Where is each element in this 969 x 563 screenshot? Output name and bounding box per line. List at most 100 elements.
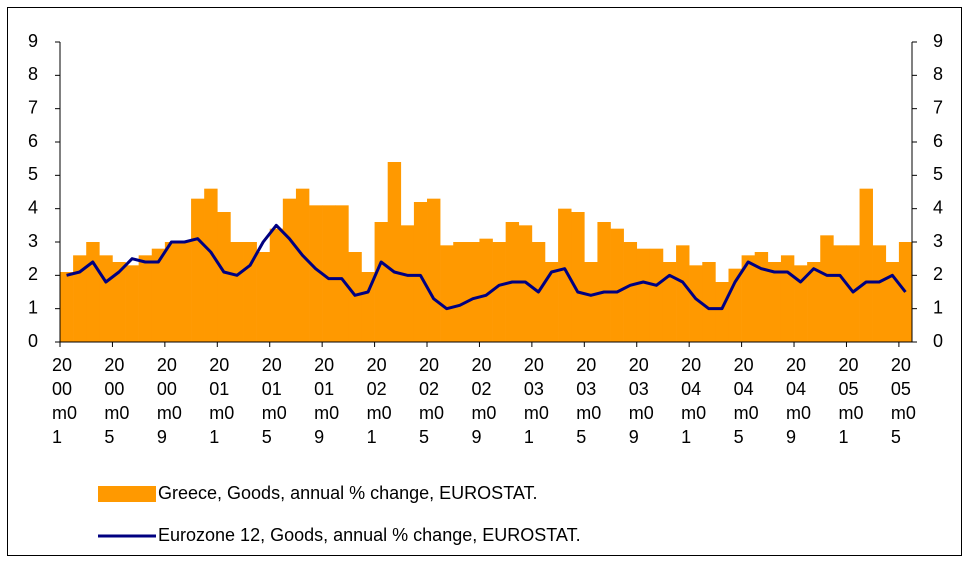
y-tick-label: 0 [28,331,38,351]
x-tick-label: 20 01 m0 9 [314,355,339,447]
bar [820,235,834,342]
bar [767,262,782,342]
x-tick-label: 20 00 m0 5 [104,355,129,447]
bar [86,242,100,342]
y2-tick-label: 4 [933,197,943,217]
x-tick-label: 20 00 m0 9 [157,355,182,447]
x-tick-label: 20 03 m0 9 [629,355,654,447]
bar [597,222,611,342]
bar [780,255,795,342]
x-tick-label: 20 00 m0 1 [52,355,77,447]
bar [558,208,572,342]
bar [846,245,860,342]
line [66,223,907,311]
bar [623,242,638,342]
bar [99,255,113,342]
bar [649,248,664,342]
legend-swatch [98,486,156,502]
y2-tick-label: 5 [933,164,943,184]
y-tick-label: 1 [28,297,38,317]
y-tick-label: 6 [28,131,38,151]
bar [492,242,506,342]
frame [7,7,962,556]
bar [859,188,873,342]
x-tick-label: 20 02 m0 9 [471,355,496,447]
x-tick-label: 20 04 m0 1 [681,355,706,447]
bar [584,262,598,342]
y2-tick-label: 1 [933,297,943,317]
bar [282,198,297,342]
bar [374,222,388,342]
bar [794,265,808,342]
bar [689,265,703,342]
bar [807,262,821,342]
bar [361,272,375,342]
bar [387,162,402,342]
x-tick-label: 20 01 m0 1 [209,355,234,447]
bar [754,252,769,342]
bar [164,242,179,342]
x-tick-label: 20 04 m0 9 [786,355,811,447]
bar [309,205,323,342]
y-tick-label: 8 [28,64,38,84]
y2-tick-label: 7 [933,97,943,117]
bar [125,265,139,342]
bar [191,198,205,342]
bar [544,262,559,342]
bar [413,202,428,342]
bar [138,255,153,342]
bar [571,212,585,342]
bar [217,212,231,342]
y2-tick-label: 9 [933,31,943,51]
y-tick-label: 4 [28,197,38,217]
y-tick-label: 5 [28,164,38,184]
x-tick-label: 20 05 m0 5 [891,355,916,447]
bar [256,252,271,342]
x-tick-label: 20 02 m0 5 [419,355,444,447]
x-tick-label: 20 02 m0 1 [367,355,392,447]
bar [60,272,74,342]
bar [151,248,166,342]
bar [177,242,192,342]
bar [466,242,480,342]
bar [348,252,362,342]
bar [479,238,493,342]
bar [833,245,847,342]
y2-tick-label: 8 [933,64,943,84]
y-tick-label: 7 [28,97,38,117]
bar [73,255,87,342]
bar [322,205,336,342]
bar [662,262,677,342]
bar [676,245,690,342]
y-tick-label: 2 [28,264,38,284]
y2-tick-label: 3 [933,231,943,251]
y2-tick-label: 6 [933,131,943,151]
bar [112,262,126,342]
legend-label: Eurozone 12, Goods, annual % change, EUR… [158,525,581,545]
y-tick-label: 3 [28,231,38,251]
bar [636,248,651,342]
bar [295,188,310,342]
y2-tick-label: 0 [933,331,943,351]
bar [702,262,716,342]
bar [715,282,729,342]
bar [898,242,913,342]
bar [335,205,349,342]
bar [269,228,284,342]
bar [400,225,415,342]
y-tick-label: 9 [28,31,38,51]
bar [230,242,244,342]
x-tick-label: 20 03 m0 1 [524,355,549,447]
y2-tick-label: 2 [933,264,943,284]
x-tick-label: 20 04 m0 5 [734,355,759,447]
bar [204,188,218,342]
bar [741,255,756,342]
bar [427,198,441,342]
bar [872,245,887,342]
bar [453,242,467,342]
x-tick-label: 20 01 m0 5 [262,355,287,447]
bar [440,245,454,342]
x-tick-label: 20 05 m0 1 [838,355,863,447]
x-tick-label: 20 03 m0 5 [576,355,601,447]
